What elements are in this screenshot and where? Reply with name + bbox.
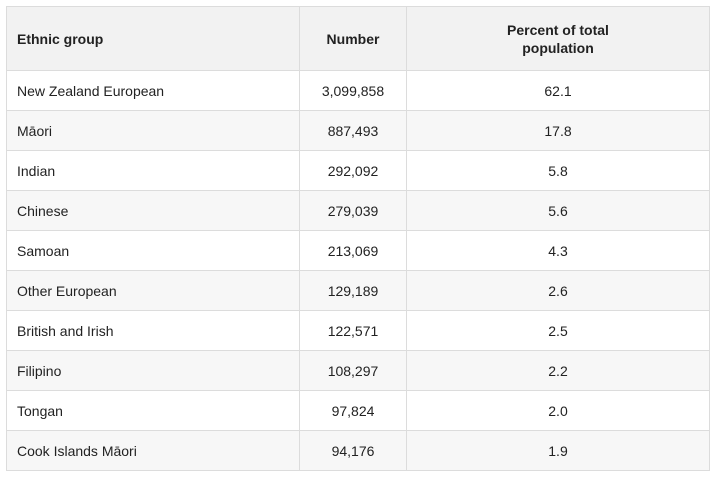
header-text: Ethnic group: [17, 30, 104, 47]
table-cell: 2.2: [406, 350, 710, 391]
header-row: Ethnic group Number Percent of total popul…: [6, 6, 710, 71]
table-row: Chinese 279,039 5.6: [6, 190, 710, 231]
table-cell: 1.9: [406, 430, 710, 471]
table-cell: 3,099,858: [299, 70, 407, 111]
table-cell: 4.3: [406, 230, 710, 271]
table-cell: 292,092: [299, 150, 407, 191]
table-row: Filipino 108,297 2.2: [6, 350, 710, 391]
table-cell: 94,176: [299, 430, 407, 471]
table-cell: Cook Islands Māori: [6, 430, 300, 471]
table-cell: 108,297: [299, 350, 407, 391]
table-cell: 213,069: [299, 230, 407, 271]
table-row: Māori 887,493 17.8: [6, 110, 710, 151]
header-text: Percent of total population: [507, 21, 609, 56]
table-cell: New Zealand European: [6, 70, 300, 111]
header-cell: Ethnic group: [6, 6, 300, 71]
table-body: New Zealand European 3,099,858 62.1 Māori 88…: [6, 70, 710, 471]
table-cell: 129,189: [299, 270, 407, 311]
table-cell: 5.8: [406, 150, 710, 191]
table-cell: British and Irish: [6, 310, 300, 351]
table-cell: 5.6: [406, 190, 710, 231]
table-row: Cook Islands Māori 94,176 1.9: [6, 430, 710, 471]
table-cell: 62.1: [406, 70, 710, 111]
table-row: Other European 129,189 2.6: [6, 270, 710, 311]
table-cell: Other European: [6, 270, 300, 311]
table-cell: Tongan: [6, 390, 300, 431]
table-cell: 2.5: [406, 310, 710, 351]
table-row: Samoan 213,069 4.3: [6, 230, 710, 271]
table-row: British and Irish 122,571 2.5: [6, 310, 710, 351]
ethnic-table: Ethnic group Number Percent of total popul…: [6, 6, 710, 471]
table-cell: Chinese: [6, 190, 300, 231]
table-cell: 97,824: [299, 390, 407, 431]
table-cell: Filipino: [6, 350, 300, 391]
table-cell: Samoan: [6, 230, 300, 271]
table-header: Ethnic group Number Percent of total popul…: [6, 6, 710, 71]
table-cell: 17.8: [406, 110, 710, 151]
table-cell: 887,493: [299, 110, 407, 151]
header-text: Number: [326, 30, 380, 47]
table-cell: Indian: [6, 150, 300, 191]
table-cell: 2.6: [406, 270, 710, 311]
table-row: New Zealand European 3,099,858 62.1: [6, 70, 710, 111]
table-row: Tongan 97,824 2.0: [6, 390, 710, 431]
table-cell: 279,039: [299, 190, 407, 231]
table-cell: 122,571: [299, 310, 407, 351]
table-row: Indian 292,092 5.8: [6, 150, 710, 191]
table-cell: Māori: [6, 110, 300, 151]
table-cell: 2.0: [406, 390, 710, 431]
header-cell: Number: [299, 6, 407, 71]
header-cell: Percent of total population: [406, 6, 710, 71]
